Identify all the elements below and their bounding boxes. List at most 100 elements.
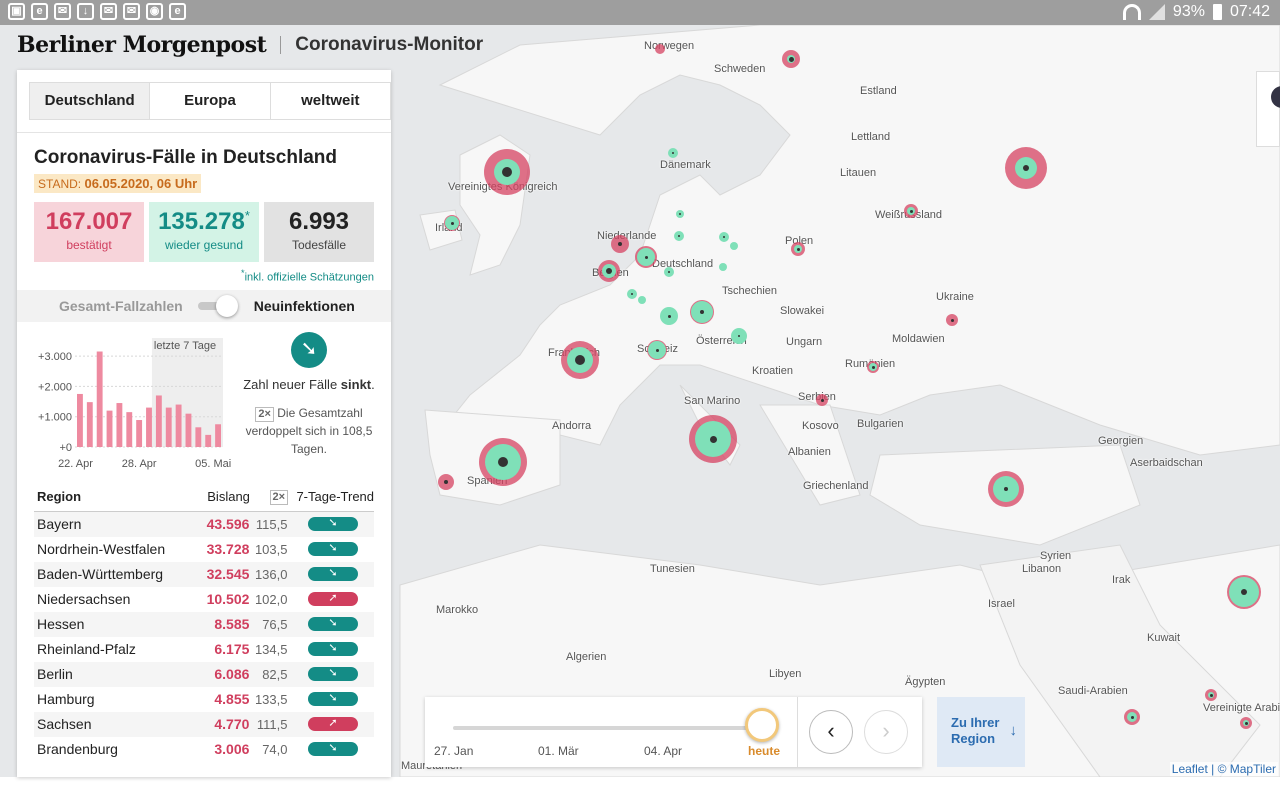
timeline-label: 27. Jan	[434, 744, 474, 758]
bar[interactable]	[175, 404, 182, 447]
tab-weltweit[interactable]: weltweit	[301, 92, 360, 109]
map-case-bubble[interactable]	[598, 260, 620, 282]
switch-knob[interactable]	[215, 294, 238, 317]
map-country-label: Albanien	[788, 446, 831, 458]
footnote-mark: *	[240, 268, 245, 278]
map-case-bubble[interactable]	[674, 231, 684, 241]
map-case-bubble[interactable]	[638, 296, 646, 304]
map-case-bubble[interactable]	[676, 210, 684, 218]
prev-date-button[interactable]: ‹	[809, 710, 853, 754]
bar[interactable]	[155, 395, 162, 447]
map-case-bubble[interactable]	[1005, 147, 1047, 189]
map-case-bubble[interactable]	[719, 232, 729, 242]
col-region[interactable]: Region	[37, 488, 82, 504]
bar[interactable]	[106, 410, 113, 447]
map-attribution[interactable]: Leaflet | © MapTiler	[1169, 762, 1278, 776]
table-row[interactable]: Niedersachsen 10.502 102,0 ➚	[34, 587, 374, 612]
timeline-divider	[797, 697, 798, 767]
toggle-label-new[interactable]: Neuinfektionen	[253, 297, 355, 314]
timeline-handle[interactable]	[745, 708, 779, 742]
tv-icon: ◉	[146, 3, 163, 20]
table-row[interactable]: Hessen 8.585 76,5 ➘	[34, 611, 374, 637]
map-case-bubble[interactable]	[946, 314, 958, 326]
deaths-dot	[909, 209, 913, 213]
map-case-bubble[interactable]	[904, 204, 918, 218]
table-row[interactable]: Hamburg 4.855 133,5 ➘	[34, 687, 374, 712]
map-case-bubble[interactable]	[664, 267, 674, 277]
col-trend[interactable]: 7-Tage-Trend	[296, 488, 375, 504]
map-case-bubble[interactable]	[690, 300, 714, 324]
bar[interactable]	[195, 426, 202, 447]
brand-logo[interactable]: Berliner Morgenpost	[17, 32, 267, 58]
row-total: 43.596	[206, 516, 250, 533]
map-case-bubble[interactable]	[561, 341, 599, 379]
map-country-label: Ukraine	[936, 291, 974, 303]
tab-europa[interactable]: Europa	[150, 83, 271, 119]
table-row[interactable]: Nordrhein-Westfalen 33.728 103,5 ➘	[34, 537, 374, 562]
bar[interactable]	[136, 419, 143, 447]
bar[interactable]	[165, 407, 172, 447]
map-case-bubble[interactable]	[1124, 709, 1140, 725]
bar[interactable]	[126, 411, 133, 447]
table-row[interactable]: Rheinland-Pfalz 6.175 134,5 ➘	[34, 637, 374, 662]
map-case-bubble[interactable]	[689, 415, 737, 463]
deaths-dot	[1241, 589, 1247, 595]
bar[interactable]	[86, 401, 93, 447]
deaths-dot	[820, 398, 824, 402]
map-case-bubble[interactable]	[719, 263, 727, 271]
map-case-bubble[interactable]	[647, 340, 667, 360]
map-case-bubble[interactable]	[730, 242, 738, 250]
table-row[interactable]: Sachsen 4.770 111,5 ➚	[34, 711, 374, 737]
image-icon: ▣	[8, 3, 25, 20]
trend-up-icon: ➚	[307, 717, 358, 732]
bar[interactable]	[215, 423, 221, 447]
map-case-bubble[interactable]	[867, 361, 879, 373]
col-total[interactable]: Bislang	[207, 488, 250, 504]
map-case-bubble[interactable]	[655, 44, 665, 54]
wifi-icon	[1122, 4, 1141, 20]
bar[interactable]	[205, 434, 212, 447]
map-case-bubble[interactable]	[1240, 717, 1252, 729]
map-case-bubble[interactable]	[444, 215, 460, 231]
map-case-bubble[interactable]	[635, 246, 657, 268]
bar[interactable]	[116, 402, 123, 447]
map-case-bubble[interactable]	[438, 474, 454, 490]
bar[interactable]	[96, 351, 103, 447]
map-case-bubble[interactable]	[731, 328, 747, 344]
timeline-track[interactable]	[453, 726, 753, 730]
map-case-bubble[interactable]	[660, 307, 678, 325]
map-case-bubble[interactable]	[484, 149, 530, 195]
mail-icon: ✉	[123, 3, 140, 20]
deaths-dot	[796, 247, 800, 251]
table-row[interactable]: Brandenburg 3.006 74,0 ➘	[34, 737, 374, 762]
table-row[interactable]: Berlin 6.086 82,5 ➘	[34, 661, 374, 687]
map-case-bubble[interactable]	[611, 235, 629, 253]
map-case-bubble[interactable]	[1205, 689, 1217, 701]
trend-text-prefix: Zahl neuer Fälle	[243, 376, 341, 392]
toggle-label-total[interactable]: Gesamt-Fallzahlen	[59, 297, 183, 314]
tab-deutschland[interactable]: Deutschland	[30, 83, 151, 119]
bar[interactable]	[146, 407, 152, 447]
recovered-circle	[668, 148, 678, 158]
map-widget[interactable]	[1256, 71, 1280, 147]
map-case-bubble[interactable]	[668, 148, 678, 158]
map-case-bubble[interactable]	[816, 394, 828, 406]
battery-icon	[1212, 4, 1222, 20]
map-case-bubble[interactable]	[988, 471, 1024, 507]
mode-switch[interactable]	[197, 294, 238, 317]
map-case-bubble[interactable]	[479, 438, 527, 486]
map-case-bubble[interactable]	[1227, 575, 1261, 609]
table-row[interactable]: Bayern 43.596 115,5 ➘	[34, 511, 374, 537]
your-region-button[interactable]: Zu Ihrer Region ↓	[937, 697, 1025, 767]
col-doubling[interactable]: 2×	[250, 488, 289, 505]
map-case-bubble[interactable]	[782, 50, 800, 68]
bar[interactable]	[185, 413, 192, 447]
map-case-bubble[interactable]	[627, 289, 637, 299]
y-tick-label: +2.000	[38, 381, 72, 393]
table-row[interactable]: Baden-Württemberg 32.545 136,0 ➘	[34, 561, 374, 587]
next-date-button[interactable]: ›	[864, 710, 908, 754]
doubling-icon: 2×	[255, 406, 274, 422]
map-country-label: Moldawien	[892, 333, 945, 345]
bar[interactable]	[77, 393, 83, 447]
map-case-bubble[interactable]	[791, 242, 805, 256]
